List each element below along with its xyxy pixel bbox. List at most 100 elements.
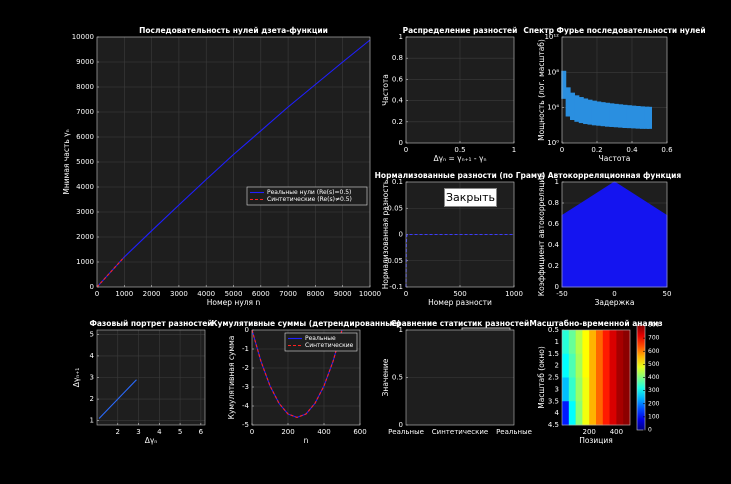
heatmap-cell: [623, 401, 631, 426]
x-tick-label: 2: [116, 428, 120, 436]
y-axis-label: Мощность (лог. масштаб): [537, 39, 546, 141]
y-tick-label: 4.5: [548, 421, 559, 429]
legend-label: Синтетические (Re(s)≠0.5): [267, 196, 352, 203]
x-tick-label: 6000: [252, 290, 270, 298]
heatmap-cell: [602, 377, 610, 402]
y-axis-label: Кумулятивная сумма: [227, 336, 236, 420]
axes-frame: [96, 329, 206, 426]
x-tick-label: Реальные: [388, 428, 424, 436]
heatmap-cell: [609, 353, 617, 378]
x-tick-label: 400: [317, 428, 330, 436]
y-tick-label: 10⁴: [547, 104, 559, 112]
heatmap-cell: [616, 353, 624, 378]
heatmap-cell: [582, 401, 590, 426]
x-tick-label: 2000: [143, 290, 161, 298]
y-tick-label: 0.5: [548, 326, 559, 334]
data-line: [98, 379, 137, 419]
axes-frame: [405, 329, 515, 426]
heatmap-cell: [562, 330, 570, 355]
x-tick-label: 200: [281, 428, 294, 436]
y-tick-label: 1: [555, 178, 559, 186]
y-axis-label: Коэффициент автокорреляции: [537, 173, 546, 296]
y-tick-label: 10¹²: [544, 33, 559, 41]
heatmap-cell: [602, 353, 610, 378]
y-tick-label: 4: [555, 409, 560, 417]
y-tick-label: 1: [399, 326, 403, 334]
y-tick-label: 10⁰: [547, 139, 559, 147]
y-axis-label: Масштаб (окно): [537, 346, 546, 409]
heatmap-cell: [562, 377, 570, 402]
colorbar-tick-label: 800: [648, 322, 660, 329]
legend-label: Реальные: [305, 335, 336, 342]
colorbar-tick-label: 700: [648, 335, 660, 342]
axes: 0 0.5 1 Реальные Синтетические Реальные Сравне…: [381, 319, 532, 436]
close-button[interactable]: Закрыть: [444, 188, 497, 207]
y-tick-label: 4: [90, 352, 95, 360]
heatmap-cell: [582, 330, 590, 355]
y-tick-label: 1.5: [548, 350, 559, 358]
x-tick-label: 4: [157, 428, 162, 436]
axes: 1 2 3 4 5 2 3 4 5 6 Фазовый портрет разностей Δγₙ Δγ…: [72, 319, 213, 445]
data-line: [96, 39, 371, 288]
axes: 10⁰ 10⁴ 10⁸ 10¹² 0 0.2 0.4 0.6 Спектр Фурье посл…: [523, 26, 705, 163]
chart-title: Фазовый портрет разностей: [89, 319, 212, 328]
x-axis-label: Позиция: [579, 436, 613, 445]
axes-frame: [561, 36, 668, 144]
y-axis-label: Мнимая часть γₙ: [62, 129, 71, 194]
x-tick-label: 0: [404, 146, 408, 154]
x-tick-label: 0: [404, 290, 408, 298]
chart-title: Спектр Фурье последовательности нулей: [523, 26, 705, 35]
heatmap-cell: [616, 401, 624, 426]
x-tick-label: 6: [199, 428, 204, 436]
axes: 0.5 1 1.5 2 2.5 3 3.5 4 4.5 200 400 0 100 200 300 400 50…: [529, 319, 662, 445]
colorbar-tick-label: 200: [648, 400, 660, 407]
x-axis-label: Δγₙ = γₙ₊₁ - γₙ: [434, 154, 487, 163]
heatmap-cell: [596, 401, 604, 426]
y-tick-label: 2: [555, 362, 559, 370]
y-axis-label: Δγₙ₊₁: [72, 368, 81, 388]
y-tick-label: -2: [242, 364, 249, 372]
chart-title: Последовательность нулей дзета-функции: [139, 26, 328, 35]
heatmap-cell: [589, 401, 597, 426]
x-axis-label: Частота: [599, 154, 631, 163]
heatmap-cell: [623, 353, 631, 378]
axes-frame: [405, 36, 515, 144]
heatmap-cell: [623, 330, 631, 355]
x-tick-label: 0.4: [626, 146, 638, 154]
y-tick-label: 2000: [76, 233, 94, 241]
x-axis-label: Номер разности: [428, 298, 492, 307]
x-tick-label: 0.2: [591, 146, 602, 154]
heatmap-cell: [609, 401, 617, 426]
colorbar-tick-label: 100: [648, 413, 660, 420]
colorbar-tick-label: 600: [648, 348, 660, 355]
y-tick-label: 5000: [76, 158, 94, 166]
legend-label: Реальные нули (Re(s)=0.5): [267, 189, 351, 196]
x-tick-label: 1000: [115, 290, 133, 298]
heatmap-cell: [582, 353, 590, 378]
x-tick-label: 10000: [359, 290, 381, 298]
legend-label: Синтетические: [305, 342, 354, 349]
x-tick-label: 4000: [197, 290, 215, 298]
heatmap-cell: [602, 330, 610, 355]
colorbar-tick-label: 0: [648, 427, 652, 434]
x-tick-label: 3000: [170, 290, 188, 298]
y-tick-label: -0.1: [389, 283, 403, 291]
heatmap-cell: [623, 377, 631, 402]
heatmap-cell: [609, 330, 617, 355]
y-axis-label: Частота: [381, 74, 390, 106]
y-tick-label: 3000: [76, 208, 94, 216]
heatmap-cell: [568, 353, 576, 378]
x-tick-label: 0: [95, 290, 99, 298]
heatmap-cell: [575, 353, 583, 378]
y-tick-label: 0.4: [548, 241, 560, 249]
legend-box: [246, 186, 368, 206]
y-tick-label: 0.8: [392, 54, 403, 62]
heatmap-cell: [589, 353, 597, 378]
heatmap-cell: [589, 330, 597, 355]
x-tick-label: 400: [610, 428, 623, 436]
data-line: [251, 329, 343, 418]
x-tick-label: 5: [178, 428, 182, 436]
y-tick-label: 0: [90, 283, 94, 291]
chart-title: Масштабно-временной анализ: [529, 319, 662, 328]
